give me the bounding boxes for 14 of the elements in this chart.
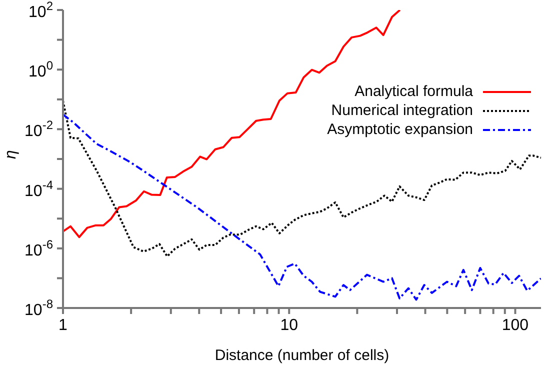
legend-label: Asymptotic expansion: [327, 121, 473, 138]
y-tick-label: 10$^{0}$: [28, 58, 54, 81]
legend-label: Numerical integration: [331, 102, 473, 119]
y-tick-label: 10$^{-6}$: [24, 237, 54, 260]
y-axis-title: η: [2, 150, 20, 159]
y-tick-label: 10$^{-2}$: [24, 118, 54, 140]
x-tick-label: 1: [58, 317, 68, 334]
x-tick-label: 100: [502, 317, 529, 334]
y-tick-label: 10$^{-4}$: [24, 178, 54, 200]
y-tick-label: 10$^{-8}$: [24, 297, 54, 319]
legend-label: Analytical formula: [354, 83, 473, 100]
x-tick-label: 10: [280, 317, 298, 334]
y-tick-label: 10$^{2}$: [28, 0, 54, 21]
x-axis-title: Distance (number of cells): [214, 347, 390, 364]
